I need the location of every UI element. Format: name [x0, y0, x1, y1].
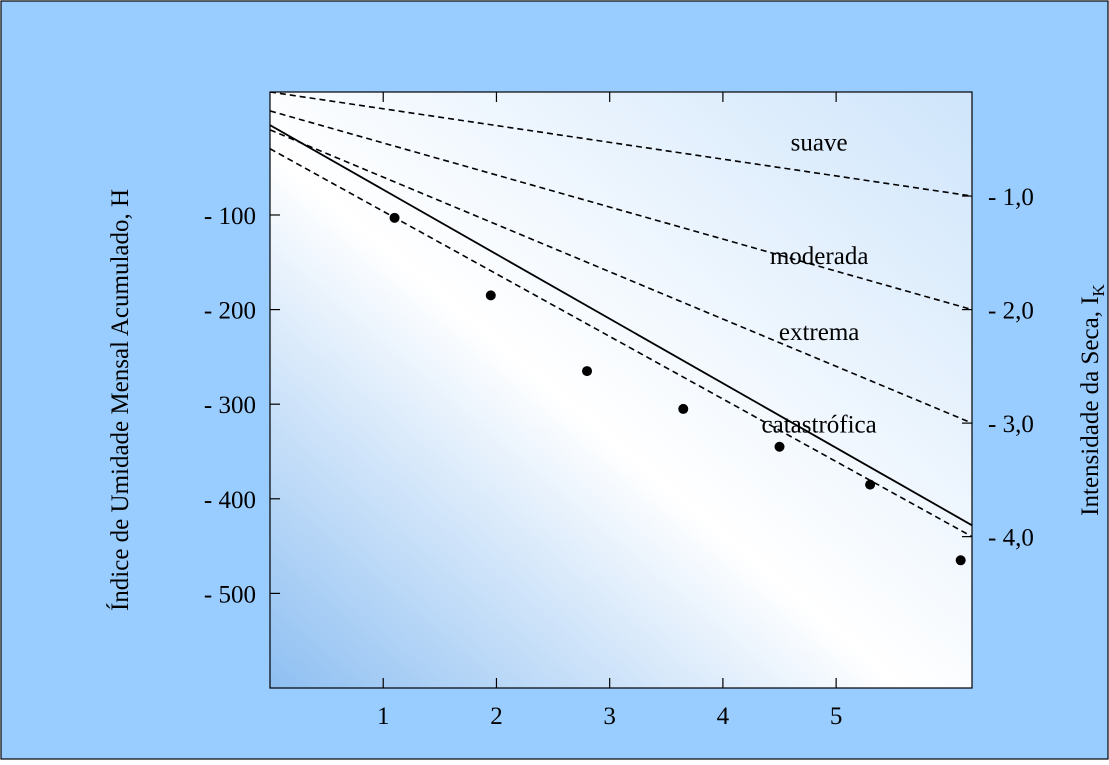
data-point: [389, 212, 400, 223]
series-label-catastrofica: catastrófica: [762, 412, 877, 439]
data-point: [678, 403, 689, 414]
y-tick-label: - 100: [204, 203, 256, 230]
data-point: [582, 366, 593, 377]
y2-tick-label: - 4,0: [988, 525, 1034, 552]
x-tick-label: 1: [377, 703, 390, 730]
data-point: [865, 479, 876, 490]
data-points-layer: [389, 212, 966, 566]
series-label-suave: suave: [791, 130, 848, 157]
y2-axis-label-subscript: K: [1089, 283, 1108, 296]
data-lines-layer: [270, 92, 972, 538]
x-tick-label: 3: [603, 703, 616, 730]
x-tick-label: 2: [490, 703, 503, 730]
y-tick-label: - 500: [204, 581, 256, 608]
y-axis-ticks: - 100 - 200 - 300 - 400 - 500: [204, 203, 280, 608]
y-axis-label: Índice de Umidade Mensal Acumulado, H: [106, 189, 134, 611]
fit-line: [270, 124, 972, 527]
y2-tick-label: - 2,0: [988, 298, 1034, 325]
y-tick-label: - 200: [204, 298, 256, 325]
y2-axis-label-main: Intensidade da Seca, I: [1077, 296, 1104, 515]
threshold-line-moderada: [270, 110, 972, 311]
series-label-moderada: moderada: [770, 243, 869, 270]
plot-frame: [269, 91, 973, 689]
y2-tick-label: - 1,0: [988, 184, 1034, 211]
data-point: [955, 555, 966, 566]
x-tick-label: 5: [830, 703, 843, 730]
data-point: [774, 441, 785, 452]
plot-area: [270, 92, 972, 688]
threshold-line-catastrofica: [270, 148, 972, 538]
threshold-line-suave: [270, 92, 972, 197]
y2-axis-label: Intensidade da Seca, IK: [1077, 283, 1108, 515]
y-tick-label: - 300: [204, 392, 256, 419]
series-labels-layer: suave moderada extrema catastrófica: [762, 130, 877, 439]
y2-axis-ticks: - 1,0 - 2,0 - 3,0 - 4,0: [962, 184, 1034, 552]
series-label-extrema: extrema: [779, 319, 860, 346]
x-axis-ticks: 1 2 3 4 5: [377, 92, 842, 730]
x-tick-label: 4: [717, 703, 730, 730]
threshold-line-extrema: [270, 129, 972, 424]
y2-tick-label: - 3,0: [988, 411, 1034, 438]
data-point: [485, 290, 496, 301]
y-tick-label: - 400: [204, 487, 256, 514]
